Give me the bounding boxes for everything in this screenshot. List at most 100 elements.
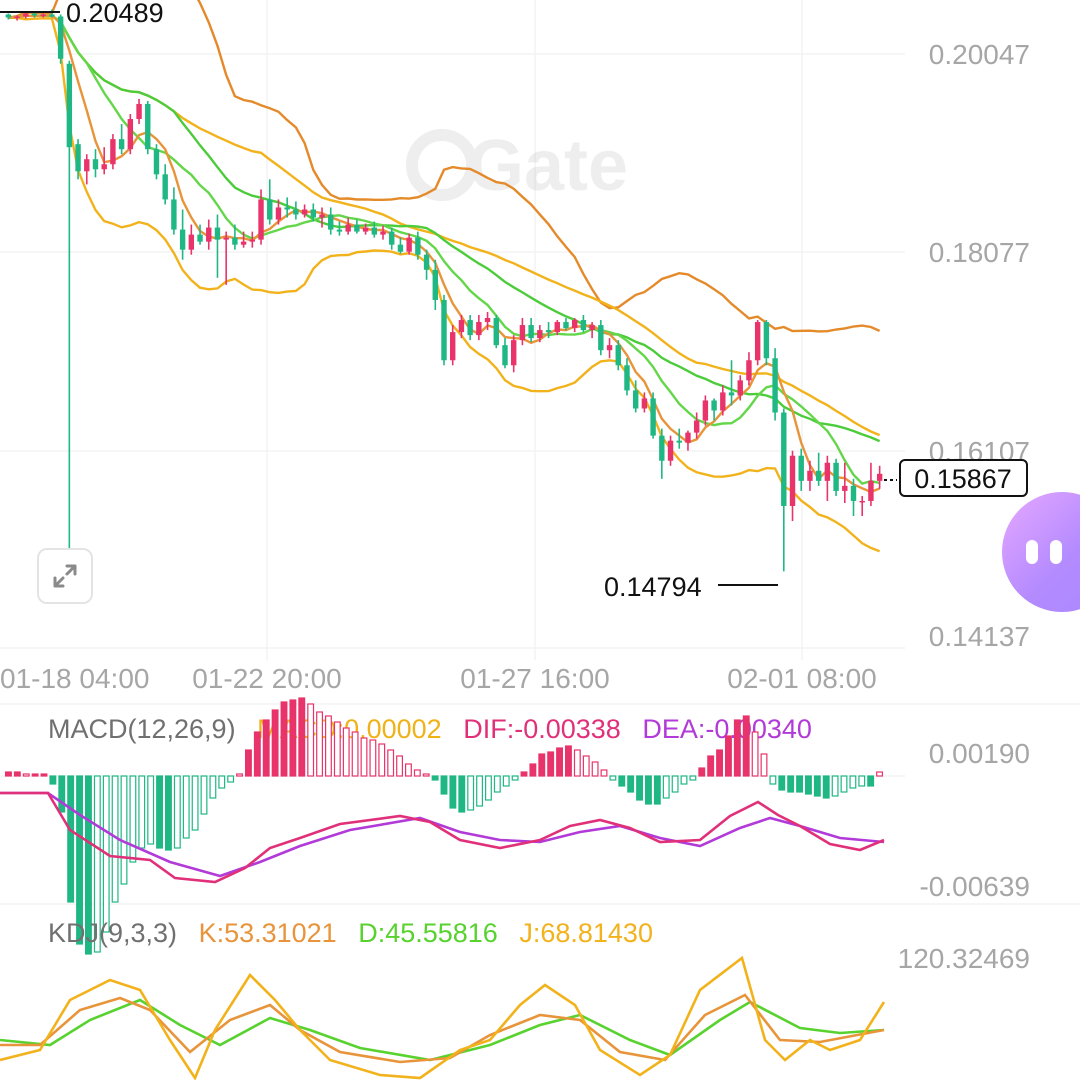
macd-title: MACD(12,26,9) — [48, 714, 236, 744]
candle — [284, 197, 290, 218]
candle-body — [223, 237, 229, 240]
candle — [772, 348, 778, 421]
candle-body — [118, 139, 125, 150]
candle-body — [798, 455, 804, 481]
candle — [293, 201, 299, 220]
candle — [746, 352, 752, 386]
candle-body — [650, 398, 656, 436]
candle-body — [641, 398, 648, 409]
macd-bar — [129, 775, 137, 863]
macd-bar — [458, 775, 466, 813]
kdj-lines — [0, 955, 886, 1080]
candle-body — [84, 159, 90, 172]
candle-body — [319, 214, 325, 218]
macd-bar — [724, 735, 732, 777]
candle-body — [711, 400, 717, 411]
candle — [354, 219, 360, 234]
macd-bar — [218, 775, 226, 789]
macd-bar — [360, 737, 368, 777]
candle-body — [868, 480, 874, 501]
candle — [876, 465, 883, 489]
candle-body — [66, 63, 73, 148]
candle — [519, 318, 526, 346]
macd-bar — [511, 775, 519, 781]
macd-bar — [547, 751, 555, 777]
moving-averages — [8, 14, 881, 494]
macd-bar — [31, 773, 39, 777]
last-price-tag: 0.15867 — [884, 459, 1028, 497]
macd-bar — [280, 701, 288, 777]
macd-bar — [147, 775, 155, 845]
ma5-line — [8, 14, 881, 494]
expand-chart-button[interactable] — [37, 548, 93, 604]
macd-bar — [733, 719, 741, 777]
macd-bar — [716, 749, 724, 777]
candle — [615, 340, 621, 371]
candle-body — [754, 322, 761, 361]
macd-bar — [573, 749, 581, 777]
macd-header: MACD(12,26,9) MACD:0.00002 DIF:-0.00338 … — [48, 714, 812, 744]
macd-bar — [751, 731, 759, 777]
time-tick-4: 02-01 08:00 — [727, 663, 876, 694]
candle-body — [310, 209, 317, 218]
candle-body — [815, 470, 822, 481]
candle — [589, 322, 595, 339]
candle — [232, 224, 238, 250]
macd-bar — [156, 775, 163, 849]
macd-bar — [182, 775, 190, 839]
macd-bar — [831, 775, 839, 797]
candle — [702, 395, 709, 426]
macd-bar — [618, 775, 626, 787]
candle-body — [450, 332, 456, 361]
macd-bar — [271, 709, 279, 777]
candle-body — [476, 322, 482, 336]
candle — [319, 207, 325, 228]
macd-bar — [262, 719, 270, 777]
candle — [258, 189, 264, 245]
macd-bar — [298, 697, 306, 777]
candle — [659, 428, 665, 479]
macd-bar — [405, 763, 412, 777]
macd-bar — [245, 749, 252, 777]
candle — [415, 231, 421, 260]
candle — [75, 139, 81, 180]
candle — [476, 315, 482, 341]
kdj-d-line — [0, 998, 885, 1062]
candle — [301, 204, 308, 218]
candle — [5, 13, 12, 20]
candle — [162, 164, 168, 205]
kdj-d: D:45.55816 — [358, 918, 498, 948]
macd-bar — [600, 769, 608, 777]
macd-bar — [698, 767, 706, 777]
candle — [362, 223, 369, 235]
macd-dif: DIF:-0.00338 — [463, 714, 621, 744]
candle-body — [127, 119, 134, 150]
candle-body — [781, 412, 787, 506]
candle — [528, 318, 534, 343]
candle-body — [859, 500, 865, 503]
macd-bar — [387, 749, 395, 777]
candle-body — [676, 440, 682, 443]
macd-bar — [325, 715, 332, 777]
candle-body — [528, 325, 534, 339]
candle-body — [206, 227, 212, 242]
bollinger-upper-line — [8, 0, 881, 333]
macd-bar — [493, 775, 501, 793]
candle — [171, 187, 177, 235]
candle — [580, 315, 587, 333]
candle-body — [589, 325, 595, 331]
kdj-title: KDJ(9,3,3) — [48, 918, 177, 948]
macd-bar — [840, 775, 848, 793]
candle-body — [389, 231, 395, 245]
candle-body — [728, 392, 735, 396]
candle-body — [824, 462, 831, 481]
candle-body — [598, 325, 604, 351]
macd-bar — [476, 775, 484, 807]
macd-bar — [378, 743, 386, 777]
candle-body — [240, 241, 247, 245]
candle — [754, 320, 761, 366]
candle — [49, 9, 55, 18]
macd-bar — [333, 721, 341, 777]
macd-bar — [13, 771, 21, 777]
candle — [868, 462, 874, 506]
